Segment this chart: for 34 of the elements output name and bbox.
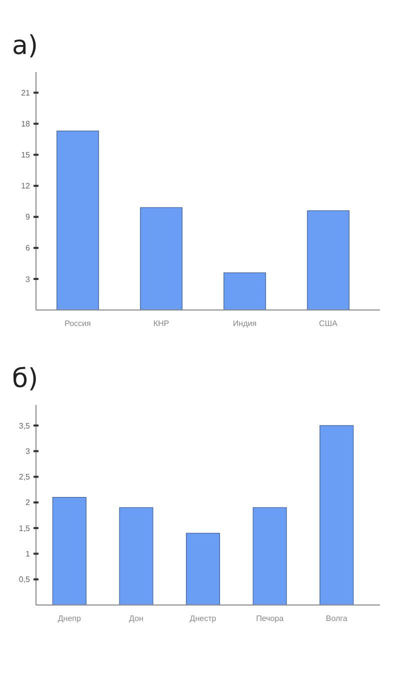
bar xyxy=(320,425,354,606)
y-tick-label: 15 xyxy=(21,150,31,160)
bar xyxy=(307,210,350,310)
x-tick-label: Индия xyxy=(232,319,257,328)
y-tick-label: 21 xyxy=(21,88,31,98)
y-tick-label: 2 xyxy=(26,498,31,508)
x-tick-label: Россия xyxy=(64,319,91,328)
x-tick-label: Днестр xyxy=(190,614,217,623)
bar xyxy=(52,497,86,606)
bar xyxy=(119,507,154,606)
y-tick-label: 2,5 xyxy=(18,472,31,482)
chart-title: б) xyxy=(12,364,38,394)
y-tick-label: 3,5 xyxy=(18,421,31,430)
y-tick-label: 3 xyxy=(26,446,31,456)
bar xyxy=(56,130,99,310)
x-tick-label: Днепр xyxy=(58,614,82,623)
bar xyxy=(186,532,220,606)
y-tick-label: 0,5 xyxy=(18,575,31,584)
bar xyxy=(140,207,182,310)
y-tick-label: 1,5 xyxy=(18,524,31,533)
y-tick-label: 6 xyxy=(26,244,31,253)
y-tick-label: 18 xyxy=(21,120,31,129)
x-tick-label: Дон xyxy=(129,614,144,623)
x-tick-label: США xyxy=(319,319,338,328)
y-tick-label: 9 xyxy=(26,212,31,222)
y-tick-label: 1 xyxy=(26,550,31,559)
y-tick-label: 12 xyxy=(21,182,31,191)
bar xyxy=(252,507,287,606)
y-tick-label: 3 xyxy=(26,274,31,284)
x-tick-label: Печора xyxy=(256,614,284,623)
x-tick-label: Волга xyxy=(326,614,348,623)
bar xyxy=(224,272,266,310)
x-tick-label: КНР xyxy=(153,319,170,328)
chart-title: а) xyxy=(12,31,38,61)
